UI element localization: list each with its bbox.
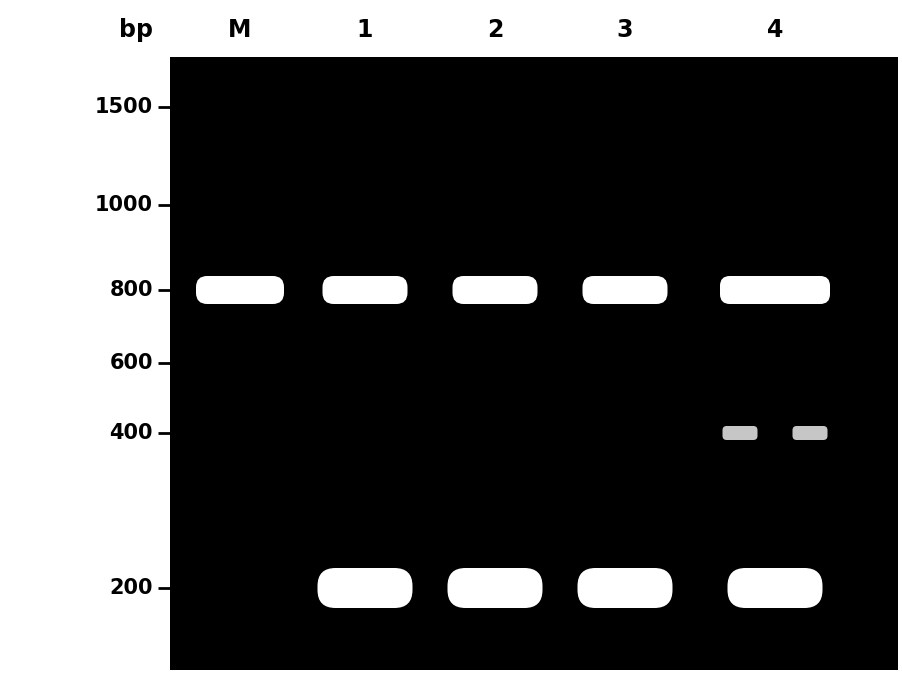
Bar — [170, 57, 897, 670]
Text: 800: 800 — [109, 280, 152, 300]
Text: 4: 4 — [766, 18, 782, 42]
FancyBboxPatch shape — [719, 276, 829, 304]
FancyBboxPatch shape — [722, 426, 757, 440]
Text: 200: 200 — [109, 578, 152, 598]
Text: 2: 2 — [486, 18, 502, 42]
FancyBboxPatch shape — [322, 276, 407, 304]
FancyBboxPatch shape — [577, 568, 672, 608]
Text: 1000: 1000 — [95, 195, 152, 215]
Text: M: M — [228, 18, 252, 42]
Text: 3: 3 — [616, 18, 632, 42]
Text: 600: 600 — [109, 353, 152, 373]
FancyBboxPatch shape — [318, 568, 412, 608]
FancyBboxPatch shape — [196, 276, 284, 304]
FancyBboxPatch shape — [447, 568, 542, 608]
Text: bp: bp — [119, 18, 152, 42]
FancyBboxPatch shape — [727, 568, 822, 608]
Text: 1500: 1500 — [95, 97, 152, 117]
FancyBboxPatch shape — [452, 276, 537, 304]
Text: 1: 1 — [356, 18, 373, 42]
FancyBboxPatch shape — [792, 426, 826, 440]
FancyBboxPatch shape — [582, 276, 667, 304]
Text: 400: 400 — [109, 423, 152, 443]
